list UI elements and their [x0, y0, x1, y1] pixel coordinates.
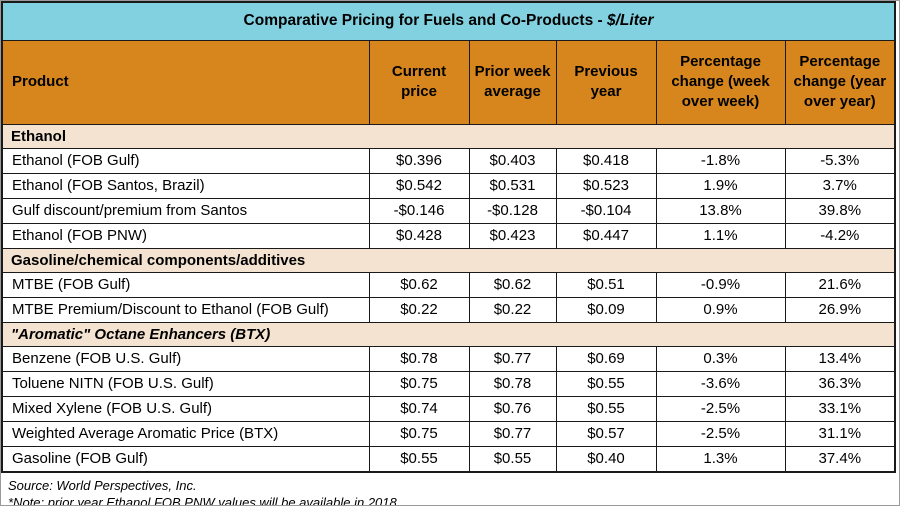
previous-year-cell: $0.51 [555, 271, 657, 298]
section-header-gasoline-components: Gasoline/chemical components/additives [1, 247, 896, 273]
pct-change-yoy-cell: -4.2% [784, 222, 896, 249]
product-cell: MTBE (FOB Gulf) [1, 271, 370, 298]
availability-note: *Note: prior year Ethanol FOB PNW values… [8, 494, 401, 506]
pct-change-wow-cell: 13.8% [655, 197, 786, 224]
pct-change-yoy-cell: 37.4% [784, 445, 896, 472]
pct-change-yoy-cell: 39.8% [784, 197, 896, 224]
product-cell: Weighted Average Aromatic Price (BTX) [1, 420, 370, 447]
section-row-ethanol: Ethanol [1, 123, 896, 149]
table-row: Ethanol (FOB Santos, Brazil) $0.542 $0.5… [1, 172, 896, 199]
pct-change-wow-cell: 1.3% [655, 445, 786, 472]
previous-year-cell: $0.40 [555, 445, 657, 472]
table-footer: Source: World Perspectives, Inc. *Note: … [1, 473, 899, 506]
previous-year-cell: $0.447 [555, 222, 657, 249]
previous-year-cell: $0.55 [555, 370, 657, 397]
pct-change-yoy-cell: 26.9% [784, 296, 896, 323]
current-price-cell: $0.62 [368, 271, 470, 298]
prior-week-average-cell: $0.423 [468, 222, 557, 249]
current-price-cell: $0.396 [368, 147, 470, 174]
current-price-cell: $0.542 [368, 172, 470, 199]
pct-change-yoy-cell: 21.6% [784, 271, 896, 298]
product-cell: Ethanol (FOB PNW) [1, 222, 370, 249]
prior-week-average-cell: $0.531 [468, 172, 557, 199]
current-price-cell: $0.428 [368, 222, 470, 249]
column-header-previous-year: Previous year [555, 39, 657, 125]
table-row: Benzene (FOB U.S. Gulf) $0.78 $0.77 $0.6… [1, 345, 896, 372]
pct-change-wow-cell: -3.6% [655, 370, 786, 397]
pct-change-wow-cell: -0.9% [655, 271, 786, 298]
table-title-text: Comparative Pricing for Fuels and Co-Pro… [243, 12, 603, 30]
table-row: Ethanol (FOB Gulf) $0.396 $0.403 $0.418 … [1, 147, 896, 174]
section-row-gasoline-components: Gasoline/chemical components/additives [1, 247, 896, 273]
column-header-row: Product Current price Prior week average… [1, 39, 896, 125]
section-header-ethanol: Ethanol [1, 123, 896, 149]
pct-change-yoy-cell: 33.1% [784, 395, 896, 422]
column-header-prior-week-average: Prior week average [468, 39, 557, 125]
source-note: Source: World Perspectives, Inc. [8, 477, 197, 493]
column-header-current-price: Current price [368, 39, 470, 125]
table-title: Comparative Pricing for Fuels and Co-Pro… [1, 1, 896, 41]
prior-week-average-cell: $0.77 [468, 345, 557, 372]
prior-week-average-cell: $0.76 [468, 395, 557, 422]
column-header-product: Product [1, 39, 370, 125]
current-price-cell: $0.78 [368, 345, 470, 372]
pct-change-wow-cell: 0.3% [655, 345, 786, 372]
previous-year-cell: -$0.104 [555, 197, 657, 224]
product-cell: Benzene (FOB U.S. Gulf) [1, 345, 370, 372]
pct-change-wow-cell: -2.5% [655, 420, 786, 447]
pct-change-wow-cell: 1.1% [655, 222, 786, 249]
current-price-cell: $0.55 [368, 445, 470, 472]
current-price-cell: $0.75 [368, 370, 470, 397]
prior-week-average-cell: $0.22 [468, 296, 557, 323]
column-header-pct-change-yoy: Percentage change (year over year) [784, 39, 896, 125]
table-row: MTBE (FOB Gulf) $0.62 $0.62 $0.51 -0.9% … [1, 271, 896, 298]
pct-change-yoy-cell: -5.3% [784, 147, 896, 174]
table-row: Weighted Average Aromatic Price (BTX) $0… [1, 420, 896, 447]
prior-week-average-cell: $0.78 [468, 370, 557, 397]
previous-year-cell: $0.523 [555, 172, 657, 199]
pct-change-wow-cell: -1.8% [655, 147, 786, 174]
section-header-aromatic-btx: "Aromatic" Octane Enhancers (BTX) [1, 321, 896, 347]
table-row: MTBE Premium/Discount to Ethanol (FOB Gu… [1, 296, 896, 323]
table-row: Mixed Xylene (FOB U.S. Gulf) $0.74 $0.76… [1, 395, 896, 422]
product-cell: Ethanol (FOB Santos, Brazil) [1, 172, 370, 199]
pct-change-wow-cell: -2.5% [655, 395, 786, 422]
previous-year-cell: $0.69 [555, 345, 657, 372]
table-row: Toluene NITN (FOB U.S. Gulf) $0.75 $0.78… [1, 370, 896, 397]
product-cell: Ethanol (FOB Gulf) [1, 147, 370, 174]
product-cell: Mixed Xylene (FOB U.S. Gulf) [1, 395, 370, 422]
column-header-pct-change-wow: Percentage change (week over week) [655, 39, 786, 125]
prior-week-average-cell: $0.62 [468, 271, 557, 298]
pct-change-yoy-cell: 3.7% [784, 172, 896, 199]
previous-year-cell: $0.55 [555, 395, 657, 422]
prior-week-average-cell: $0.55 [468, 445, 557, 472]
table-row: Gulf discount/premium from Santos -$0.14… [1, 197, 896, 224]
prior-week-average-cell: $0.77 [468, 420, 557, 447]
table-row: Ethanol (FOB PNW) $0.428 $0.423 $0.447 1… [1, 222, 896, 249]
previous-year-cell: $0.418 [555, 147, 657, 174]
current-price-cell: $0.74 [368, 395, 470, 422]
pct-change-yoy-cell: 13.4% [784, 345, 896, 372]
pct-change-wow-cell: 0.9% [655, 296, 786, 323]
product-cell: Gasoline (FOB Gulf) [1, 445, 370, 472]
product-cell: Toluene NITN (FOB U.S. Gulf) [1, 370, 370, 397]
title-row: Comparative Pricing for Fuels and Co-Pro… [1, 1, 896, 41]
previous-year-cell: $0.57 [555, 420, 657, 447]
pricing-table: Comparative Pricing for Fuels and Co-Pro… [1, 1, 897, 473]
table-title-unit: $/Liter [607, 12, 654, 30]
pct-change-wow-cell: 1.9% [655, 172, 786, 199]
product-cell: MTBE Premium/Discount to Ethanol (FOB Gu… [1, 296, 370, 323]
current-price-cell: $0.22 [368, 296, 470, 323]
pct-change-yoy-cell: 36.3% [784, 370, 896, 397]
prior-week-average-cell: $0.403 [468, 147, 557, 174]
prior-week-average-cell: -$0.128 [468, 197, 557, 224]
pct-change-yoy-cell: 31.1% [784, 420, 896, 447]
product-cell: Gulf discount/premium from Santos [1, 197, 370, 224]
table-row: Gasoline (FOB Gulf) $0.55 $0.55 $0.40 1.… [1, 445, 896, 472]
current-price-cell: $0.75 [368, 420, 470, 447]
current-price-cell: -$0.146 [368, 197, 470, 224]
section-row-aromatic-btx: "Aromatic" Octane Enhancers (BTX) [1, 321, 896, 347]
previous-year-cell: $0.09 [555, 296, 657, 323]
